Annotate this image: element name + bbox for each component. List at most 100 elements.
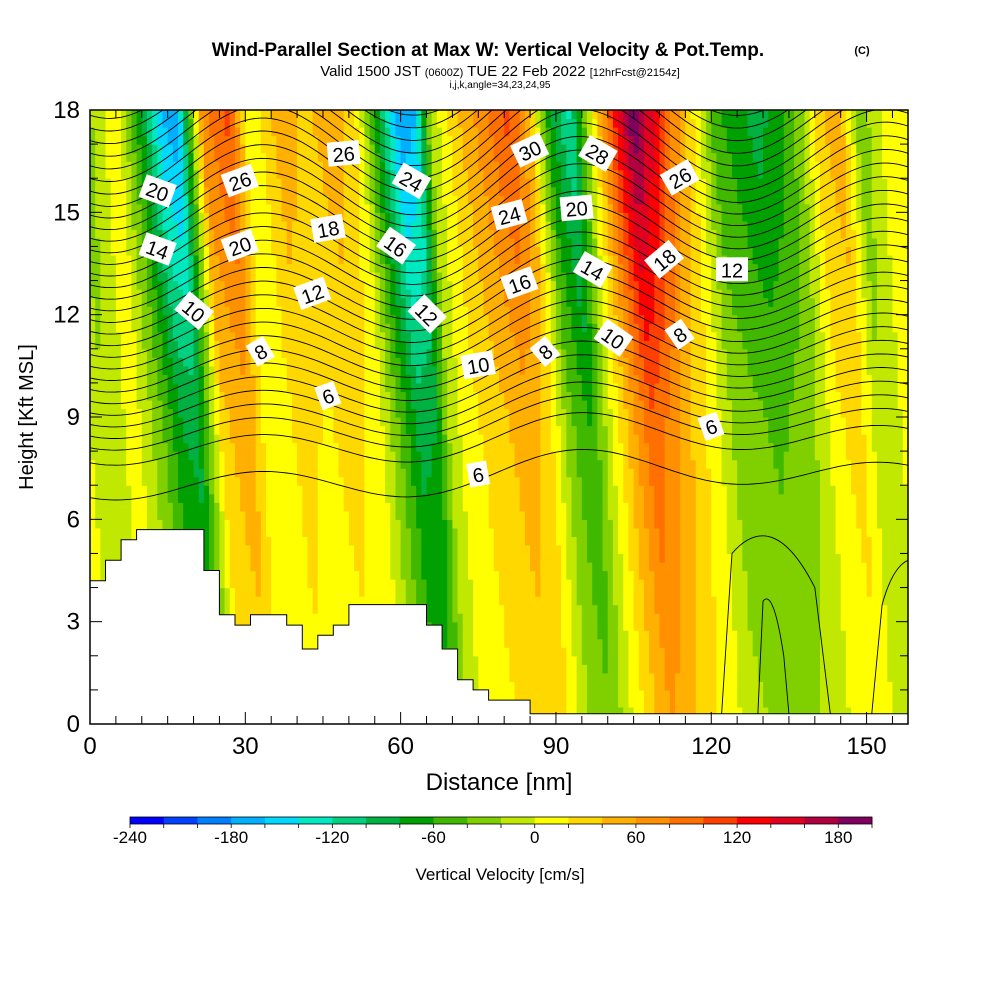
velocity-cell [410, 127, 417, 137]
velocity-cell [167, 314, 174, 324]
velocity-cell [152, 340, 158, 350]
velocity-cell [297, 110, 303, 120]
velocity-cell [146, 263, 153, 273]
velocity-cell [400, 152, 407, 162]
velocity-cell [395, 144, 402, 154]
velocity-cell [167, 459, 174, 469]
velocity-cell [385, 118, 391, 128]
velocity-cell [240, 553, 246, 563]
velocity-cell [410, 331, 417, 341]
velocity-cell [385, 254, 391, 265]
velocity-cell [183, 289, 189, 299]
velocity-cell [395, 596, 402, 606]
velocity-cell [224, 510, 231, 520]
velocity-cell [245, 544, 252, 555]
velocity-cell [95, 306, 101, 316]
velocity-cell [188, 135, 195, 145]
velocity-cell [364, 493, 371, 503]
velocity-cell [338, 374, 345, 384]
velocity-cell [110, 135, 117, 145]
velocity-cell [405, 527, 412, 537]
velocity-cell [343, 331, 350, 341]
velocity-cell [291, 280, 298, 290]
velocity-cell [302, 527, 309, 537]
velocity-cell [395, 519, 402, 529]
velocity-cell [203, 272, 210, 282]
velocity-cell [291, 527, 298, 537]
velocity-cell [219, 451, 226, 461]
velocity-cell [374, 434, 381, 444]
velocity-cell [90, 203, 96, 213]
velocity-cell [364, 306, 371, 316]
velocity-cell [436, 280, 443, 290]
velocity-cell [146, 485, 153, 495]
velocity-cell [302, 229, 309, 239]
velocity-cell [224, 161, 231, 171]
velocity-cell [271, 468, 277, 478]
velocity-cell [348, 237, 355, 248]
velocity-cell [183, 186, 189, 196]
velocity-cell [343, 348, 350, 358]
velocity-cell [121, 399, 127, 410]
velocity-cell [317, 596, 324, 606]
velocity-cell [281, 579, 288, 589]
velocity-cell [203, 152, 210, 162]
velocity-cell [110, 118, 117, 128]
velocity-cell [219, 536, 226, 546]
velocity-cell [229, 161, 236, 171]
velocity-cell [317, 323, 324, 333]
velocity-cell [229, 510, 236, 520]
velocity-cell [302, 502, 309, 512]
velocity-cell [214, 203, 221, 213]
velocity-cell [167, 135, 174, 145]
velocity-cell [115, 118, 122, 128]
velocity-cell [400, 459, 407, 469]
velocity-cell [286, 229, 293, 239]
velocity-cell [229, 365, 236, 375]
velocity-cell [214, 468, 221, 478]
velocity-cell [100, 399, 107, 410]
velocity-cell [354, 289, 360, 299]
velocity-cell [219, 417, 226, 427]
velocity-cell [198, 272, 205, 282]
velocity-cell [348, 314, 355, 324]
velocity-cell [214, 459, 221, 469]
velocity-cell [364, 374, 371, 384]
velocity-cell [400, 127, 407, 137]
velocity-cell [240, 613, 246, 623]
velocity-cell [188, 280, 195, 290]
velocity-cell [136, 434, 143, 444]
velocity-cell [374, 408, 381, 418]
velocity-cell [405, 144, 412, 154]
velocity-cell [359, 254, 365, 265]
velocity-cell [219, 519, 226, 529]
velocity-cell [219, 544, 226, 555]
velocity-cell [126, 451, 133, 461]
velocity-cell [405, 297, 412, 307]
velocity-cell [395, 212, 402, 222]
velocity-cell [105, 195, 112, 205]
velocity-cell [234, 561, 241, 572]
velocity-cell [317, 459, 324, 469]
velocity-cell [178, 382, 184, 393]
velocity-cell [286, 544, 293, 555]
velocity-cell [95, 195, 101, 205]
velocity-cell [307, 485, 314, 495]
velocity-cell [183, 476, 189, 486]
velocity-cell [395, 306, 402, 316]
velocity-cell [354, 459, 360, 469]
velocity-cell [328, 476, 334, 486]
velocity-cell [338, 118, 345, 128]
velocity-cell [322, 510, 329, 520]
velocity-cell [416, 391, 422, 401]
velocity-cell [115, 374, 122, 384]
velocity-cell [348, 135, 355, 145]
velocity-cell [146, 161, 153, 171]
velocity-cell [250, 485, 257, 495]
velocity-cell [390, 459, 397, 469]
velocity-cell [374, 510, 381, 520]
velocity-cell [442, 544, 448, 555]
velocity-cell [348, 425, 355, 435]
velocity-cell [426, 144, 433, 154]
velocity-cell [178, 485, 184, 495]
